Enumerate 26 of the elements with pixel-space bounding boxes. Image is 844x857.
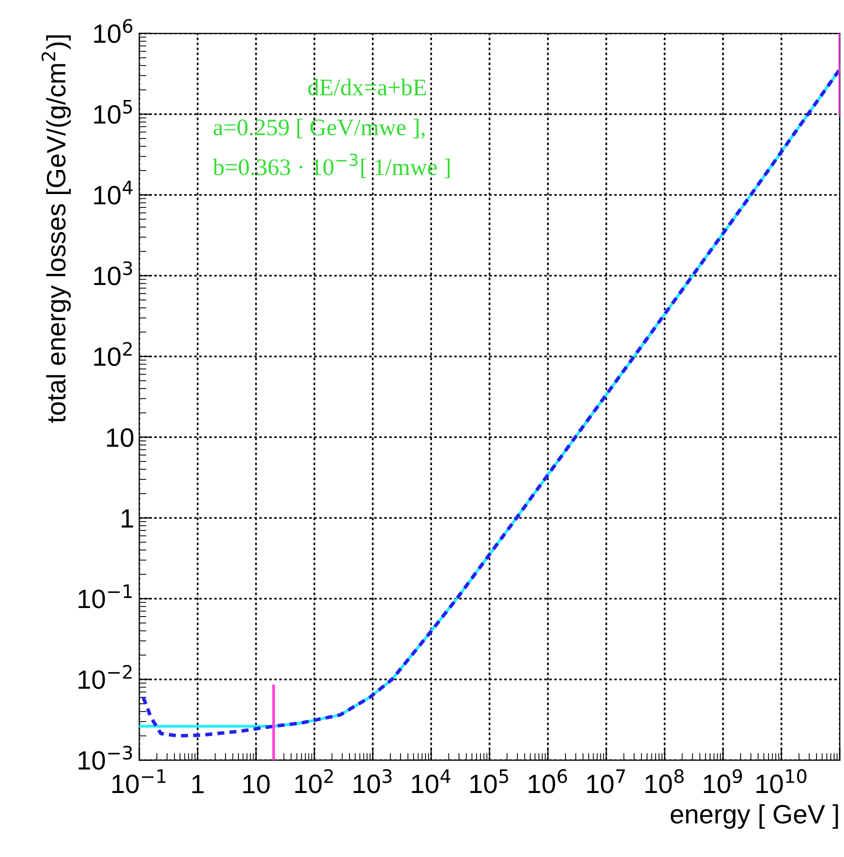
y-tick-label: 10$^{−3}$ (78, 746, 132, 770)
x-tick-label: 10$^{2}$ (295, 769, 333, 794)
y-axis-title: total energy losses [GeV/(g/cm$^{2}$)] (41, 35, 71, 423)
x-tick-label: 10$^{8}$ (646, 769, 684, 794)
x-tick-label: 10 (243, 774, 270, 794)
y-tick-label: 10$^{6}$ (94, 18, 132, 44)
annotation: a=0.259 [ GeV/mwe ], (214, 118, 425, 139)
y-tick-label: 10$^{4}$ (94, 180, 132, 205)
y-tick-label: 1 (122, 509, 134, 528)
x-axis-title: energy [ GeV ] (670, 804, 838, 829)
annotation: dE/dx=a+bE (308, 78, 426, 96)
x-tick-label: 10$^{4}$ (412, 769, 450, 794)
x-tick-label: 10$^{3}$ (354, 769, 392, 794)
y-tick-label: 10$^{2}$ (94, 342, 132, 366)
annotation: b=0.363 · 10$^{−3}$[ 1/mwe ] (212, 154, 450, 178)
y-tick-label: 10$^{3}$ (94, 261, 132, 286)
x-tick-label: 10$^{7}$ (587, 769, 625, 794)
y-tick-label: 10$^{5}$ (94, 100, 132, 124)
x-tick-label: 10$^{10}$ (756, 769, 806, 794)
x-tick-label: 1 (192, 775, 204, 794)
x-tick-label: 10$^{5}$ (470, 769, 508, 794)
y-tick-label: 10 (107, 428, 134, 447)
y-tick-label: 10$^{−1}$ (78, 584, 132, 608)
x-tick-label: 10$^{9}$ (704, 769, 742, 794)
x-tick-label: 10$^{6}$ (528, 769, 567, 794)
y-tick-label: 10$^{−2}$ (78, 664, 132, 690)
